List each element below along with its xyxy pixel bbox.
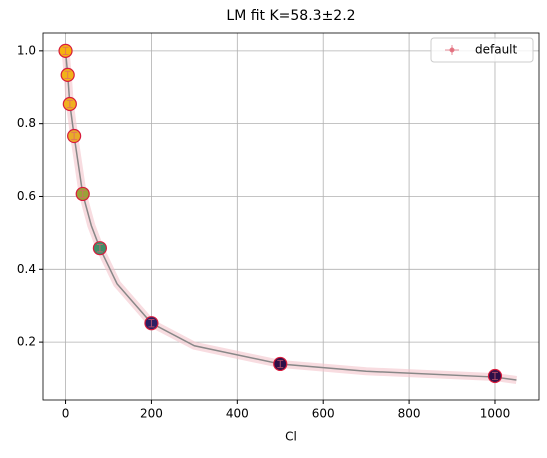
- error-bar: [64, 70, 71, 80]
- error-bar: [148, 319, 155, 328]
- legend-dot: [449, 47, 455, 53]
- fit-line: [64, 50, 517, 381]
- y-tick-label: 0.8: [17, 116, 36, 130]
- x-tick-label: 200: [140, 407, 163, 421]
- axes-frame: [42, 32, 540, 401]
- chart-title: LM fit K=58.3±2.2: [226, 8, 355, 24]
- legend-label: default: [475, 43, 518, 57]
- y-tick-label: 1.0: [17, 43, 36, 57]
- error-bar: [491, 371, 498, 381]
- y-tick-label: 0.4: [17, 262, 36, 276]
- x-tick-label: 0: [62, 407, 70, 421]
- error-bar: [66, 99, 73, 109]
- x-tick-label: 1000: [480, 407, 511, 421]
- error-bar: [71, 131, 78, 141]
- error-bar: [79, 189, 86, 199]
- x-tick-label: 400: [226, 407, 249, 421]
- y-tick-label: 0.2: [17, 335, 36, 349]
- x-tick-label: 800: [398, 407, 421, 421]
- x-axis-label: Cl: [285, 430, 297, 444]
- legend-box: [430, 37, 534, 63]
- y-tick-label: 0.6: [17, 189, 36, 203]
- error-bar: [277, 359, 284, 369]
- error-bar: [62, 46, 69, 55]
- x-tick-label: 600: [312, 407, 335, 421]
- error-bar: [96, 244, 103, 253]
- fit-band: [61, 50, 517, 384]
